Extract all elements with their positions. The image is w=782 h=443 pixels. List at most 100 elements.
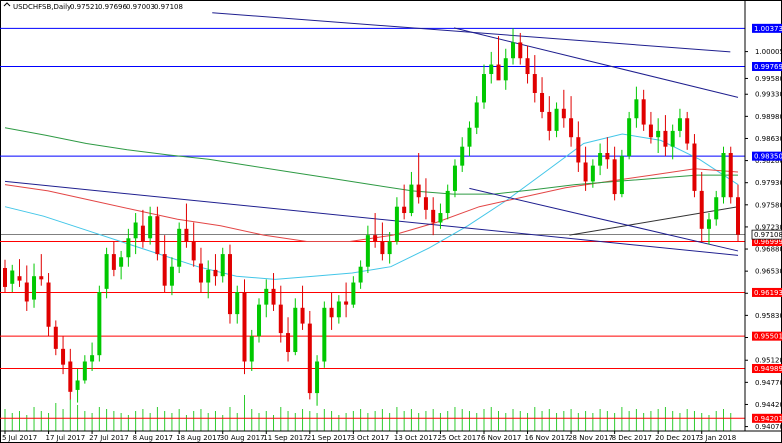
candle-body: [213, 269, 218, 277]
candle: [235, 285, 240, 324]
ohlc-close: 0.97108: [154, 3, 183, 11]
candle: [61, 336, 66, 375]
y-tick-label: 0.95830: [755, 312, 782, 320]
candle-body: [569, 118, 574, 138]
candle: [351, 276, 356, 308]
candle-body: [257, 304, 262, 337]
svg-text:0.96193: 0.96193: [754, 289, 782, 297]
candle: [692, 134, 697, 198]
candle-body: [387, 241, 392, 255]
candle-body: [423, 197, 428, 210]
candle-body: [198, 263, 203, 283]
candle-body: [293, 307, 298, 353]
candle: [431, 197, 436, 236]
level-price-badge: 1.00373: [752, 23, 782, 33]
candle: [242, 279, 247, 375]
candle: [155, 206, 160, 261]
candle-body: [184, 228, 189, 242]
y-tick-label: 0.97230: [755, 223, 782, 231]
x-tick-label: 16 Nov 2017: [525, 434, 570, 442]
x-tick-label: 25 Oct 2017: [437, 434, 480, 442]
candle-body: [126, 238, 131, 258]
candle-body: [3, 267, 7, 287]
candle: [583, 146, 588, 191]
candle-body: [547, 111, 552, 131]
candle-body: [692, 143, 697, 191]
candle-body: [532, 74, 537, 93]
candle: [612, 146, 617, 201]
candle-body: [467, 127, 472, 147]
candle-body: [344, 301, 349, 305]
x-tick-label: 6 Nov 2017: [481, 434, 521, 442]
candle-body: [496, 64, 501, 81]
candle-body: [220, 254, 225, 277]
x-tick-label: 20 Dec 2017: [655, 434, 700, 442]
candle: [721, 146, 726, 204]
candle-body: [598, 153, 603, 166]
candle: [249, 329, 254, 371]
candle: [365, 225, 370, 274]
candle: [445, 184, 450, 220]
candle: [380, 222, 385, 261]
candle-body: [17, 276, 22, 281]
candle: [315, 355, 320, 406]
y-tick-label: 0.94770: [755, 379, 782, 387]
candle-body: [140, 225, 145, 242]
candle-body: [409, 184, 414, 214]
candle-body: [249, 336, 254, 362]
candle: [39, 254, 44, 286]
candle-body: [104, 254, 109, 289]
candle: [677, 108, 682, 138]
candle-body: [561, 108, 566, 119]
candle: [344, 282, 349, 318]
candle: [525, 45, 530, 84]
candle-body: [307, 323, 312, 394]
ohlc-open: 0.97521: [70, 3, 99, 11]
candle-body: [227, 254, 232, 315]
trendline: [4, 180, 739, 256]
candle: [452, 159, 457, 198]
candle: [648, 111, 653, 144]
candle-body: [61, 348, 66, 365]
x-tick-label: 17 Jul 2017: [46, 434, 86, 442]
candle-body: [431, 209, 436, 223]
y-tick-label: 0.98630: [755, 135, 782, 143]
svg-text:1.00373: 1.00373: [754, 25, 782, 33]
candle: [111, 241, 116, 277]
candle-body: [46, 282, 51, 327]
candle-body: [648, 124, 653, 138]
candle-body: [460, 146, 465, 166]
candle: [605, 137, 610, 169]
candle-body: [503, 58, 508, 81]
candle-body: [714, 197, 719, 220]
candle-body: [206, 269, 211, 283]
ohlc-low: 0.97003: [126, 3, 155, 11]
candle: [489, 51, 494, 84]
candle: [634, 86, 639, 128]
candle: [307, 310, 312, 400]
candle-body: [162, 254, 167, 286]
candle: [619, 149, 624, 198]
x-tick-label: 13 Oct 2017: [394, 434, 437, 442]
candle: [416, 153, 421, 204]
candle-body: [576, 137, 581, 163]
candle-body: [518, 42, 523, 59]
trendline: [453, 27, 739, 98]
candle: [75, 369, 80, 403]
candle: [17, 259, 22, 287]
candle: [554, 102, 559, 138]
candle: [474, 96, 479, 135]
y-tick-label: 0.97580: [755, 201, 782, 209]
candle: [278, 285, 283, 343]
candle: [358, 260, 363, 289]
candle: [198, 247, 203, 292]
y-tick-label: 0.99330: [755, 91, 782, 99]
candle: [286, 317, 291, 362]
candle-body: [438, 213, 443, 223]
level-price-badge: 0.95501: [752, 331, 782, 341]
candle-body: [380, 241, 385, 255]
candle: [728, 146, 733, 204]
y-tick-label: 1.00005: [755, 48, 782, 56]
candle: [126, 228, 131, 267]
